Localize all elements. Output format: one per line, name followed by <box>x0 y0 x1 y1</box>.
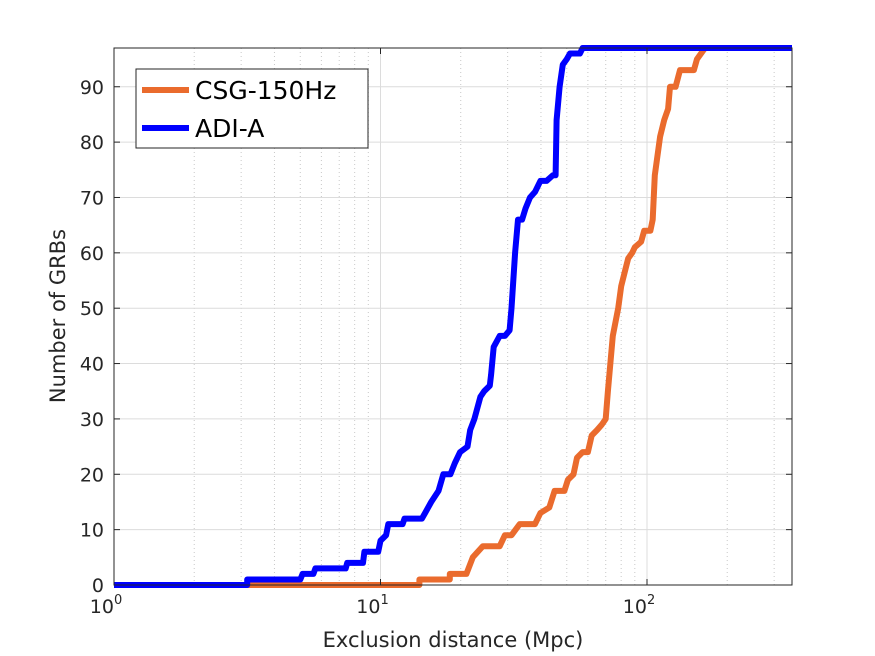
x-tick-label: 100 <box>90 593 122 618</box>
y-tick-label: 90 <box>80 77 104 99</box>
x-tick-label: 102 <box>623 593 655 618</box>
y-tick-label: 0 <box>92 575 104 597</box>
y-tick-label: 40 <box>80 354 104 376</box>
series-line-adi-a <box>114 45 792 588</box>
x-axis-label: Exclusion distance (Mpc) <box>323 628 584 652</box>
y-tick-label: 20 <box>80 464 104 486</box>
legend: CSG-150Hz ADI-A <box>135 68 369 149</box>
legend-label-adi: ADI-A <box>195 114 264 143</box>
x-tick-label: 101 <box>356 593 388 618</box>
y-axis-label: Number of GRBs <box>46 229 70 403</box>
series-line-csg-150hz <box>114 45 792 588</box>
y-tick-label: 10 <box>80 520 104 542</box>
y-tick-label: 50 <box>80 298 104 320</box>
y-tick-label: 30 <box>80 409 104 431</box>
legend-box <box>135 68 369 149</box>
series-group <box>114 45 792 588</box>
y-tick-label: 70 <box>80 187 104 209</box>
legend-label-csg: CSG-150Hz <box>195 76 336 105</box>
y-tick-label: 80 <box>80 132 104 154</box>
y-tick-label: 60 <box>80 243 104 265</box>
plot-frame <box>113 47 793 586</box>
grid <box>113 48 792 586</box>
